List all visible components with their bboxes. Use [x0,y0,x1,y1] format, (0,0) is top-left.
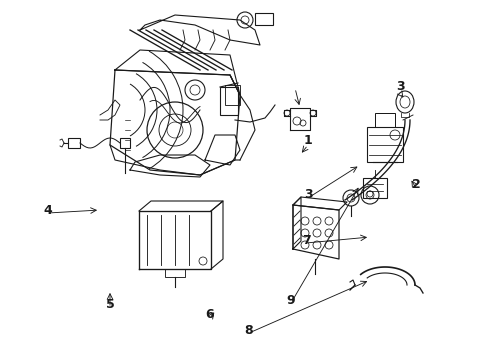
Bar [363,178,387,198]
Bar [375,113,395,127]
Text: 8: 8 [245,324,253,337]
Text: 1: 1 [304,134,313,147]
Text: 2: 2 [412,179,420,192]
Text: 9: 9 [287,293,295,306]
Bar [255,13,273,25]
Bar [367,127,403,162]
Text: 3: 3 [396,81,404,94]
Bar [120,138,130,148]
Text: 5: 5 [106,298,114,311]
Text: 6: 6 [206,309,214,321]
Bar [225,85,240,105]
Bar [220,87,238,115]
Bar [165,269,185,277]
Text: 3: 3 [304,189,312,202]
Text: 7: 7 [302,234,310,247]
Bar [68,138,80,148]
Text: 4: 4 [44,203,52,216]
